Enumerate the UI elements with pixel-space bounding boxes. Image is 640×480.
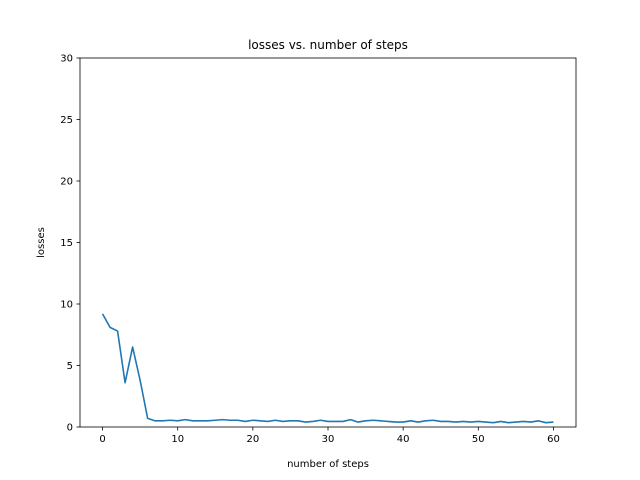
y-tick-label: 5 <box>67 361 73 372</box>
y-tick-label: 20 <box>60 177 73 188</box>
y-axis: 0 5 10 15 20 25 30 <box>60 54 80 434</box>
y-tick-label: 10 <box>60 300 73 311</box>
series-line <box>101 313 554 424</box>
y-axis-label: losses <box>36 227 47 258</box>
x-tick-label: 10 <box>171 434 184 445</box>
x-axis-label: number of steps <box>287 459 369 470</box>
y-tick-label: 25 <box>60 115 73 126</box>
x-tick-label: 0 <box>99 434 105 445</box>
x-tick-label: 60 <box>547 434 560 445</box>
y-tick-label: 0 <box>67 423 73 434</box>
x-tick-label: 30 <box>322 434 335 445</box>
x-tick-label: 20 <box>246 434 259 445</box>
y-tick-label: 30 <box>60 54 73 65</box>
plot-area <box>101 313 554 424</box>
y-tick-label: 15 <box>60 238 73 249</box>
chart-title: losses vs. number of steps <box>248 38 408 52</box>
x-axis: 0 10 20 30 40 50 60 <box>99 427 560 445</box>
x-tick-label: 40 <box>397 434 410 445</box>
axes-frame <box>79 57 577 428</box>
x-tick-label: 50 <box>472 434 485 445</box>
